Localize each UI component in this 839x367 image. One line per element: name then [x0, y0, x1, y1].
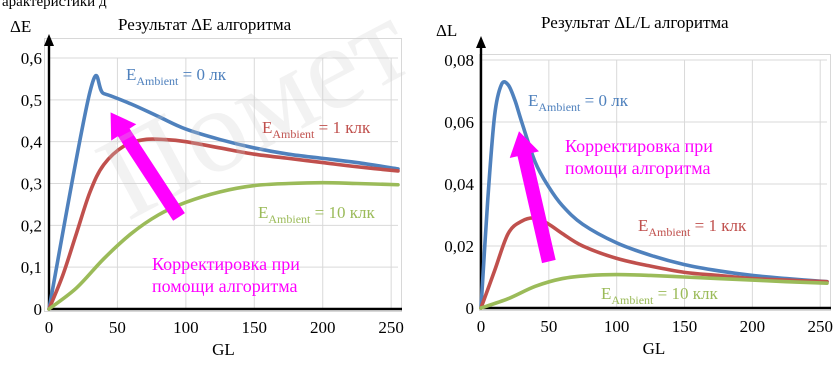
annotation-line-2: помощи алгоритма — [565, 158, 711, 178]
series-line-ambient1 — [47, 137, 400, 311]
series-line-ambient0 — [479, 80, 829, 310]
series-label-ambient10: EAmbient = 10 клк — [601, 284, 718, 307]
x-tick-label: 150 — [242, 318, 268, 337]
y-tick-label: 0,06 — [444, 113, 474, 132]
y-tick-label: 0,08 — [444, 51, 474, 70]
series-label-ambient1: EAmbient = 1 клк — [638, 216, 747, 239]
x-tick-label: 0 — [45, 318, 54, 337]
y-tick-label: 0,1 — [21, 258, 42, 277]
annotation-line-1: Корректировка при — [152, 254, 300, 274]
y-tick-label: 0,04 — [444, 175, 474, 194]
y-tick-label: 0 — [34, 300, 43, 319]
x-tick-label: 200 — [310, 318, 336, 337]
correction-arrow-icon — [509, 131, 556, 264]
series-label-ambient0: EAmbient = 0 лк — [126, 65, 227, 88]
x-tick-label: 0 — [477, 317, 486, 336]
series-line-ambient10 — [479, 272, 829, 310]
x-tick-label: 50 — [109, 318, 126, 337]
chart-title: Результат ΔL/L алгоритма — [541, 13, 729, 32]
x-tick-label: 50 — [540, 317, 557, 336]
x-axis-label: GL — [643, 339, 666, 358]
series-line-ambient10 — [47, 180, 400, 311]
correction-arrow-icon — [110, 112, 185, 221]
x-tick-label: 100 — [604, 317, 630, 336]
y-axis-label: ΔE — [10, 17, 31, 36]
left-plot-frame — [44, 38, 402, 312]
series-label-ambient10: EAmbient = 10 клк — [258, 203, 375, 226]
y-tick-label: 0,3 — [21, 175, 42, 194]
x-tick-label: 100 — [173, 318, 199, 337]
y-axis-arrow-icon — [44, 34, 54, 46]
x-tick-label: 250 — [807, 317, 833, 336]
annotation-line-1: Корректировка при — [565, 136, 713, 156]
x-tick-label: 150 — [672, 317, 698, 336]
y-tick-label: 0 — [466, 299, 475, 318]
y-tick-label: 0,6 — [21, 49, 42, 68]
x-axis-label: GL — [212, 340, 235, 359]
cut-off-caption: арактеристики д — [2, 0, 107, 10]
y-tick-label: 0,2 — [21, 216, 42, 235]
y-tick-label: 0,5 — [21, 91, 42, 110]
series-line-ambient0 — [47, 73, 400, 311]
series-label-ambient1: EAmbient = 1 клк — [262, 118, 371, 141]
y-tick-label: 0,4 — [21, 133, 43, 152]
series-line-ambient1 — [479, 216, 829, 310]
y-tick-label: 0,02 — [444, 237, 474, 256]
annotation-line-2: помощи алгоритма — [152, 276, 298, 296]
y-axis-arrow-icon — [476, 36, 486, 48]
x-tick-label: 250 — [378, 318, 404, 337]
series-label-ambient0: EAmbient = 0 лк — [528, 91, 629, 114]
chart-title: Результат ΔE алгоритма — [118, 15, 292, 34]
x-tick-label: 200 — [740, 317, 766, 336]
y-axis-label: ΔL — [436, 21, 457, 40]
